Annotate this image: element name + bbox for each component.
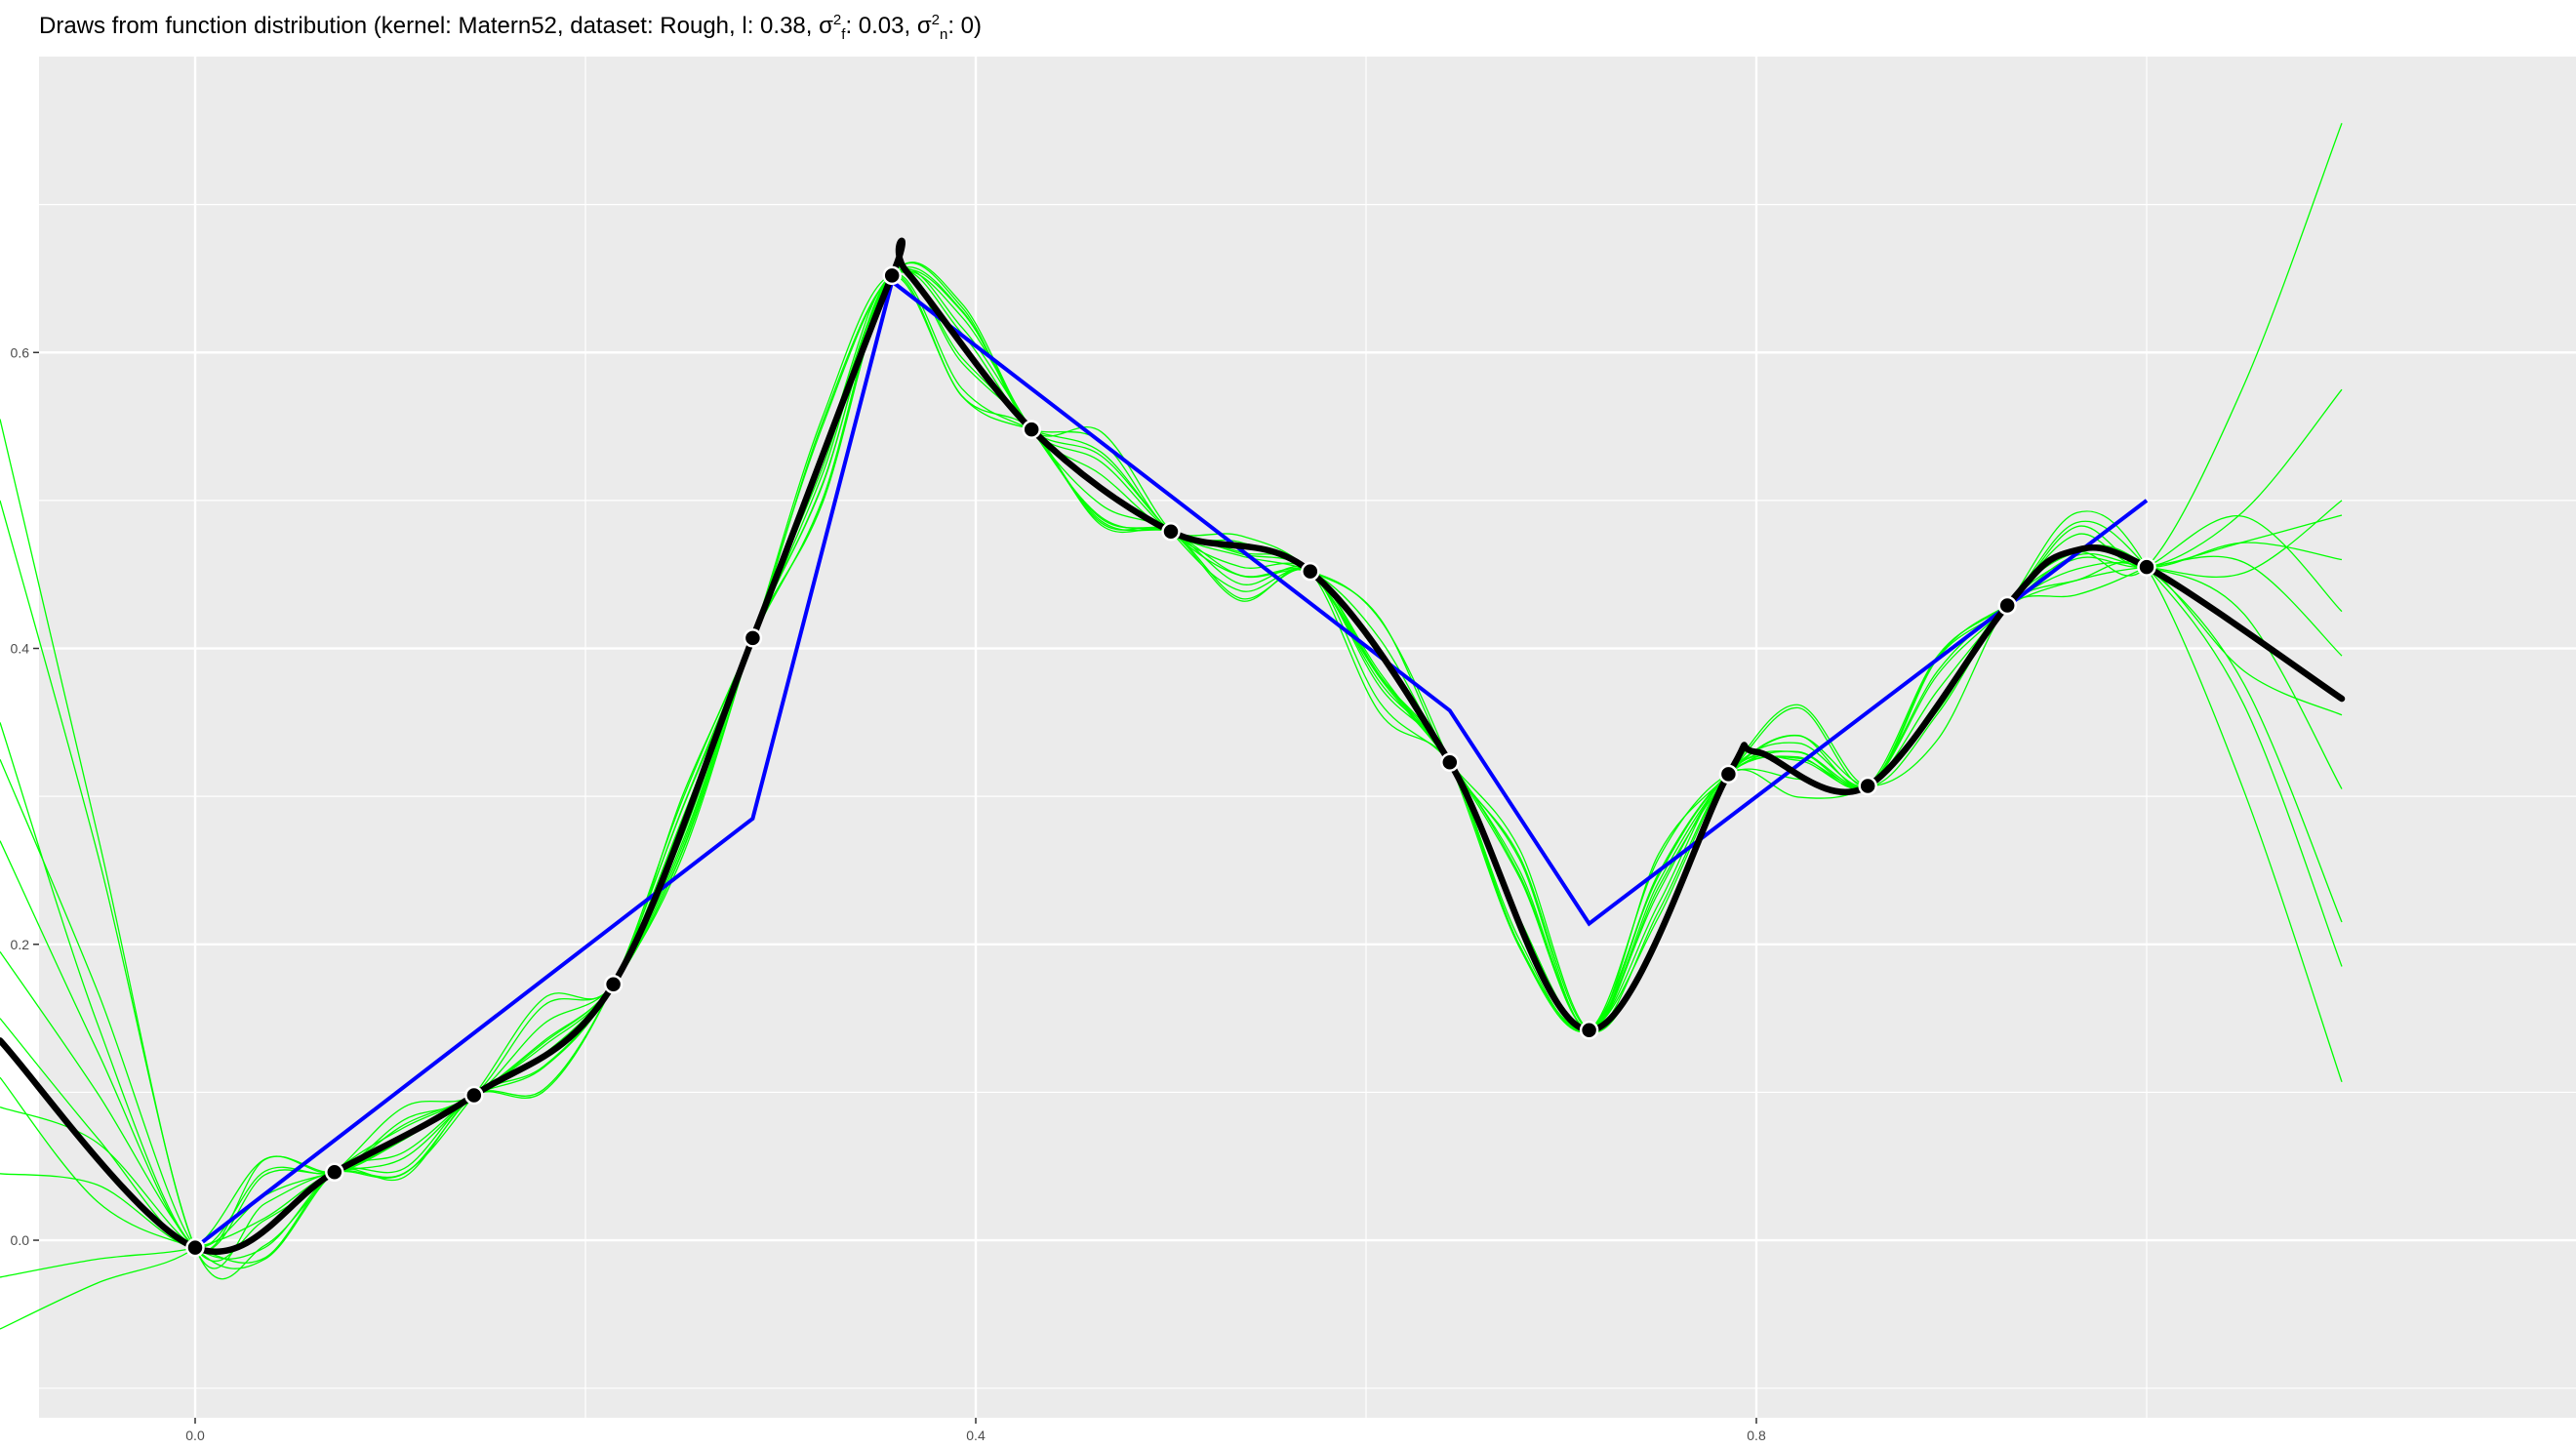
title-prefix: Draws from function distribution (kernel… <box>39 13 459 39</box>
title-kernel: Matern52 <box>458 13 557 39</box>
observation-point <box>325 1162 344 1183</box>
observation-point <box>464 1085 484 1106</box>
y-tick-label: 0.6 <box>11 344 30 360</box>
observation-point <box>1997 595 2017 616</box>
title-sigma-n-sub: n <box>939 25 948 43</box>
y-tick-label: 0.4 <box>11 641 30 657</box>
x-tick-label: 0.4 <box>966 1428 986 1443</box>
observation-point <box>1858 776 1877 796</box>
observation-point <box>185 1237 205 1258</box>
sample-draw-line <box>0 123 2343 1269</box>
axis-ticks: 0.0 0.4 0.8 0.0 0.2 0.4 0.6 <box>11 344 1766 1443</box>
observation-point <box>1022 420 1041 439</box>
observation-point <box>2137 557 2156 577</box>
title-sigma-f-value: : 0.03 <box>845 13 905 39</box>
x-tick-label: 0.0 <box>185 1428 205 1443</box>
observation-points <box>185 265 2156 1258</box>
title-l: 0.38 <box>760 13 806 39</box>
y-tick-label: 0.0 <box>11 1232 30 1248</box>
title-dataset-label: , dataset: <box>556 13 661 39</box>
observation-point <box>1579 1020 1599 1040</box>
observation-point <box>882 265 902 286</box>
observation-point <box>1301 561 1320 582</box>
observation-point <box>603 974 624 994</box>
observation-point <box>743 628 763 648</box>
minor-gridlines <box>39 57 2576 1418</box>
title-separator: , <box>805 13 820 39</box>
title-sigma-n-sup: 2 <box>931 12 940 28</box>
y-tick-label: 0.2 <box>11 937 30 952</box>
title-l-label: , l: <box>729 13 761 39</box>
title-sigma-f-sup: 2 <box>832 12 842 28</box>
plot-panel <box>39 57 2576 1418</box>
observation-point <box>1161 521 1181 542</box>
major-gridlines <box>39 57 2576 1418</box>
observation-point <box>1440 752 1460 773</box>
title-sigma-n-value: : 0) <box>947 13 983 39</box>
title-separator-2: , <box>904 13 917 39</box>
observation-point <box>1718 764 1739 785</box>
x-tick-label: 0.8 <box>1747 1428 1766 1443</box>
sample-draw-line <box>0 273 2343 1252</box>
title-dataset: Rough <box>660 13 730 39</box>
title-sigma-f-sub: f <box>841 25 846 43</box>
chart-title: Draws from function distribution (kernel… <box>39 12 982 43</box>
title-sigma-f: σ <box>819 13 833 39</box>
title-sigma-n: σ <box>916 13 932 39</box>
